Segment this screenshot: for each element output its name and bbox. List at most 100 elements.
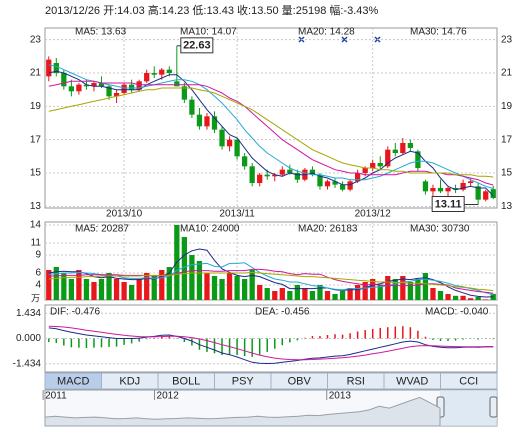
volume-bar: [324, 291, 331, 300]
y-tick-label: 23: [30, 34, 42, 45]
y-tick-label-right: 21: [501, 68, 513, 79]
min-label: 13.11: [435, 198, 462, 210]
tab-label[interactable]: MACD: [57, 375, 89, 387]
tab-label[interactable]: CCI: [459, 375, 478, 387]
candle-body: [144, 73, 150, 82]
volume-bar: [309, 291, 316, 300]
volume-bar: [332, 294, 338, 300]
candle-body: [354, 173, 361, 182]
volume-bar: [189, 255, 195, 300]
candle-body: [362, 168, 368, 173]
y-tick-label-right: 23: [501, 34, 513, 45]
tab-label[interactable]: RSI: [347, 375, 365, 387]
ma-line: [48, 248, 494, 298]
legend-label: MA10: 14.07: [180, 27, 237, 38]
candle-body: [467, 181, 474, 183]
candle-body: [128, 84, 135, 90]
volume-bar: [272, 291, 278, 300]
candle-body: [287, 169, 293, 173]
volume-bar: [317, 285, 323, 300]
candle-body: [151, 73, 157, 75]
candle-body: [76, 84, 82, 92]
candle-body: [483, 191, 489, 200]
candle-body: [196, 114, 203, 127]
candle-body: [61, 73, 67, 87]
candle-body: [377, 163, 383, 167]
x-tick-label: 2013/12: [355, 209, 392, 220]
volume-bar: [241, 279, 248, 300]
y-tick-label-right: 13: [501, 201, 513, 212]
candle-body: [241, 156, 248, 167]
year-label: 2011: [45, 391, 67, 402]
volume-bar: [392, 279, 398, 300]
volume-bar: [249, 270, 255, 300]
volume-bar: [234, 276, 240, 300]
volume-bar: [151, 276, 157, 300]
y-tick-label: 17: [30, 134, 42, 145]
volume-bar: [302, 288, 308, 300]
candle-body: [279, 169, 285, 175]
candle-body: [189, 99, 195, 115]
volume-bar: [467, 298, 474, 300]
candle-body: [339, 184, 346, 190]
volume-bar: [166, 267, 172, 300]
volume-bar: [219, 279, 225, 300]
candle-body: [121, 84, 127, 93]
volume-bar: [264, 288, 270, 300]
volume-bar: [445, 294, 451, 300]
y-tick-label: 9: [35, 250, 41, 261]
candle-body: [113, 93, 120, 97]
max-label: 22.63: [183, 40, 211, 52]
y-tick-label: 19: [30, 101, 42, 112]
candle-body: [415, 151, 421, 168]
volume-bar: [46, 270, 52, 300]
volume-bar: [287, 291, 293, 300]
legend-label: MA20: 26183: [298, 224, 358, 235]
candle-body: [46, 59, 52, 77]
candle-body: [166, 69, 172, 73]
candle-body: [136, 81, 142, 90]
candle-body: [452, 188, 459, 190]
tab-label[interactable]: OBV: [288, 375, 312, 387]
volume-bar: [354, 285, 361, 300]
y-tick-label: 11: [31, 238, 42, 249]
volume-bar: [483, 299, 489, 300]
tab-label[interactable]: KDJ: [119, 375, 140, 387]
volume-bar: [347, 288, 353, 300]
tab-label[interactable]: PSY: [232, 375, 255, 387]
y-tick-label: 15: [30, 168, 42, 179]
candle-body: [490, 189, 496, 198]
tab[interactable]: [440, 372, 498, 390]
legend-label: MA20: 14.28: [298, 27, 355, 38]
legend-label: DEA: -0.456: [255, 307, 310, 318]
candle-body: [83, 84, 90, 87]
tab-label[interactable]: BOLL: [172, 375, 200, 387]
volume-bar: [377, 285, 383, 300]
legend-label: DIF: -0.476: [50, 307, 100, 318]
candle-body: [332, 181, 338, 185]
candle-body: [106, 86, 112, 97]
candle-body: [272, 174, 278, 177]
navigator-window[interactable]: [440, 390, 497, 426]
volume-bar: [91, 282, 97, 300]
candle-body: [219, 129, 225, 147]
candle-body: [370, 163, 376, 168]
candle-body: [407, 143, 414, 148]
volume-bar: [430, 288, 436, 300]
candle-body: [437, 188, 444, 192]
volume-bar: [144, 273, 150, 300]
ma-line: [48, 80, 494, 186]
year-label: 2013: [329, 391, 352, 402]
navigator-handle[interactable]: [489, 396, 498, 418]
ma-line: [48, 70, 494, 197]
candle-body: [257, 174, 263, 183]
tab-label[interactable]: WVAD: [396, 375, 428, 387]
unit-label: 万: [31, 293, 40, 303]
max-box: [180, 37, 214, 54]
candle-body: [430, 188, 436, 192]
candle-body: [98, 83, 105, 87]
ma-line: [48, 268, 494, 294]
volume-bar: [68, 279, 75, 300]
legend-label: MA5: 13.63: [75, 27, 127, 38]
ma-line: [48, 64, 494, 189]
